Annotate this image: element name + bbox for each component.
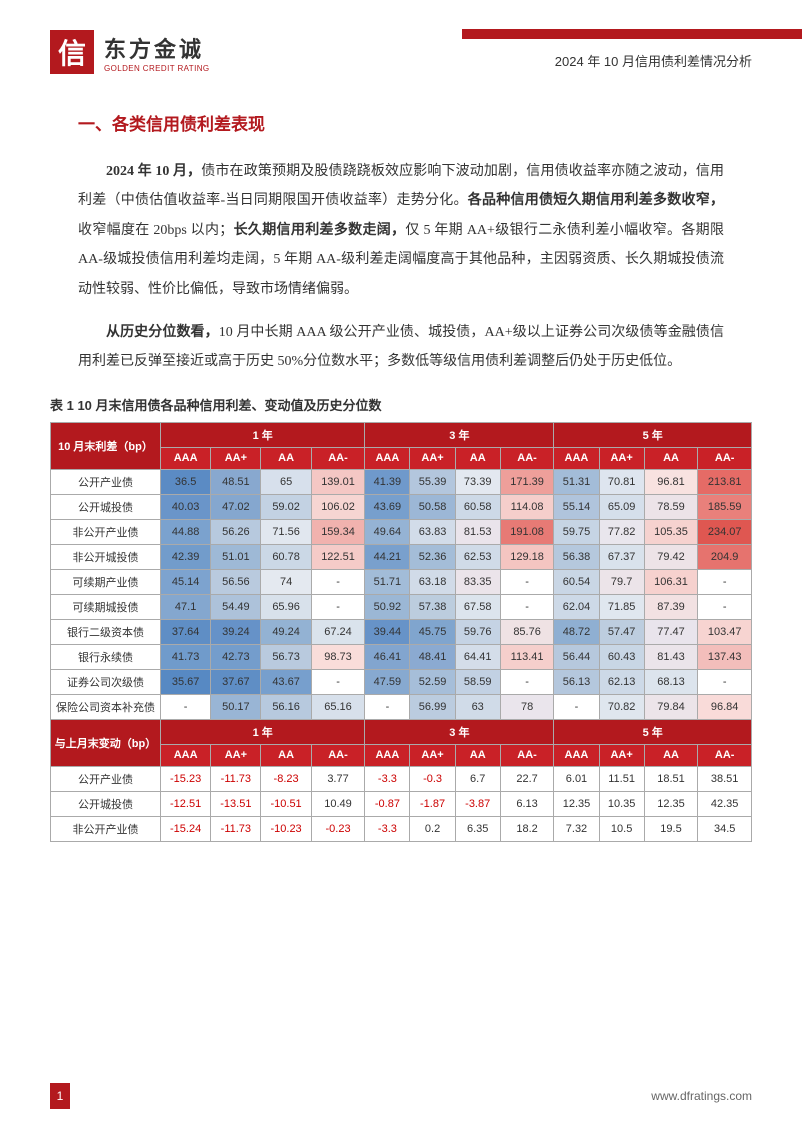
table-row: 银行永续债41.7342.7356.7398.7346.4148.4164.41… [51,644,752,669]
table-caption: 表 1 10 月末信用债各品种信用利差、变动值及历史分位数 [50,395,752,414]
header-banner [462,29,802,39]
paragraph-2: 从历史分位数看，10 月中长期 AAA 级公开产业债、城投债，AA+级以上证券公… [78,318,724,377]
logo-icon: 信 [50,30,94,74]
page-header: 信 东方金诚 GOLDEN CREDIT RATING 2024 年 10 月信… [50,30,752,74]
paragraph-1: 2024 年 10 月，债市在政策预期及股债跷跷板效应影响下波动加剧，信用债收益… [78,157,724,304]
table-row: 保险公司资本补充债-50.1756.1665.16-56.996378-70.8… [51,694,752,719]
table-row: 非公开产业债-15.24-11.73-10.23-0.23-3.30.26.35… [51,816,752,841]
spread-table: 10 月末利差（bp）1 年3 年5 年AAAAA+AAAA-AAAAA+AAA… [50,422,752,842]
table-row: 证券公司次级债35.6737.6743.67-47.5952.5958.59-5… [51,669,752,694]
table-row: 公开城投债-12.51-13.51-10.5110.49-0.87-1.87-3… [51,791,752,816]
table-row: 银行二级资本债37.6439.2449.2467.2439.4445.7559.… [51,619,752,644]
page-footer: 1 www.dfratings.com [0,1083,802,1109]
table-row: 公开产业债36.548.5165139.0141.3955.3973.39171… [51,469,752,494]
table-row: 可续期城投债47.154.4965.96-50.9257.3867.58-62.… [51,594,752,619]
page-number: 1 [50,1083,70,1109]
footer-url: www.dfratings.com [651,1089,752,1103]
table-row: 可续期产业债45.1456.5674-51.7163.1883.35-60.54… [51,569,752,594]
logo-cn: 东方金诚 [104,32,210,64]
table-row: 公开产业债-15.23-11.73-8.233.77-3.3-0.36.722.… [51,766,752,791]
table-row: 非公开城投债42.3951.0160.78122.5144.2152.3662.… [51,544,752,569]
logo: 信 东方金诚 GOLDEN CREDIT RATING [50,30,210,74]
section-heading: 一、各类信用债利差表现 [78,110,724,135]
table-row: 公开城投债40.0347.0259.02106.0243.6950.5860.5… [51,494,752,519]
doc-title: 2024 年 10 月信用债利差情况分析 [555,51,752,70]
table-row: 非公开产业债44.8856.2671.56159.3449.6463.8381.… [51,519,752,544]
logo-en: GOLDEN CREDIT RATING [104,64,210,73]
